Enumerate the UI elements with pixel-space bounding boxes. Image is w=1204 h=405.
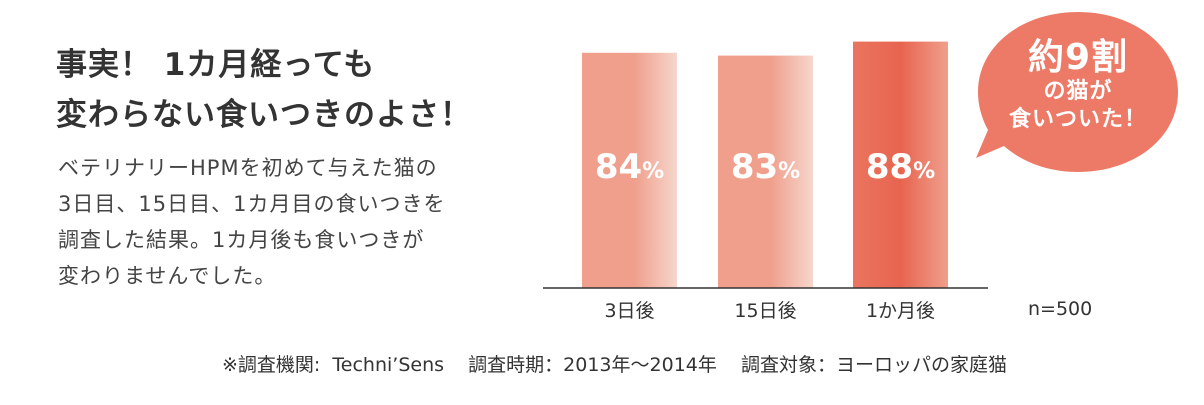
- callout-big-text: 約9割: [1027, 37, 1129, 78]
- bar-value-label-2: 83%: [731, 147, 800, 187]
- callout-line-2: 食いついた！: [1008, 107, 1147, 132]
- bar-2: [718, 55, 813, 288]
- callout-line-1: の猫が: [1043, 79, 1113, 104]
- description-line-2: 3日目、15日目、1カ月目の食いつきを: [58, 192, 446, 216]
- description-line-4: 変わりませんでした。: [58, 264, 277, 288]
- headline: 事実！ 1カ月経っても 変わらない食いつきのよさ！: [56, 40, 472, 140]
- description: ベテリナリーHPMを初めて与えた猫の 3日目、15日目、1カ月目の食いつきを 調…: [58, 150, 445, 294]
- callout-bubble-shape: [976, 12, 1178, 172]
- bar-3: [853, 41, 948, 288]
- headline-line-2: 変わらない食いつきのよさ！: [56, 97, 472, 133]
- bars-group: [582, 41, 948, 288]
- bar-1: [582, 52, 677, 288]
- callout-bubble: [976, 12, 1178, 172]
- x-tick-label-2: 15日後: [734, 300, 796, 322]
- description-line-1: ベテリナリーHPMを初めて与えた猫の: [58, 156, 438, 180]
- x-tick-label-1: 3日後: [604, 300, 654, 322]
- bar-value-label-3: 88%: [866, 147, 935, 187]
- value-labels-group: 84% 83% 88%: [595, 147, 935, 187]
- x-tick-label-3: 1か月後: [866, 300, 935, 322]
- sample-size-label: n=500: [1028, 298, 1093, 320]
- description-line-3: 調査した結果。1カ月後も食いつきが: [58, 228, 425, 252]
- bar-value-label-1: 84%: [595, 147, 664, 187]
- survey-footnote: ※調査機関: Techni’Sens 調査時期：2013年～2014年 調査対象…: [222, 354, 1008, 376]
- headline-line-1: 事実！ 1カ月経っても: [56, 47, 376, 83]
- callout-text: 約9割 の猫が 食いついた！: [974, 8, 1182, 180]
- x-tick-labels-group: 3日後 15日後 1か月後: [604, 300, 935, 322]
